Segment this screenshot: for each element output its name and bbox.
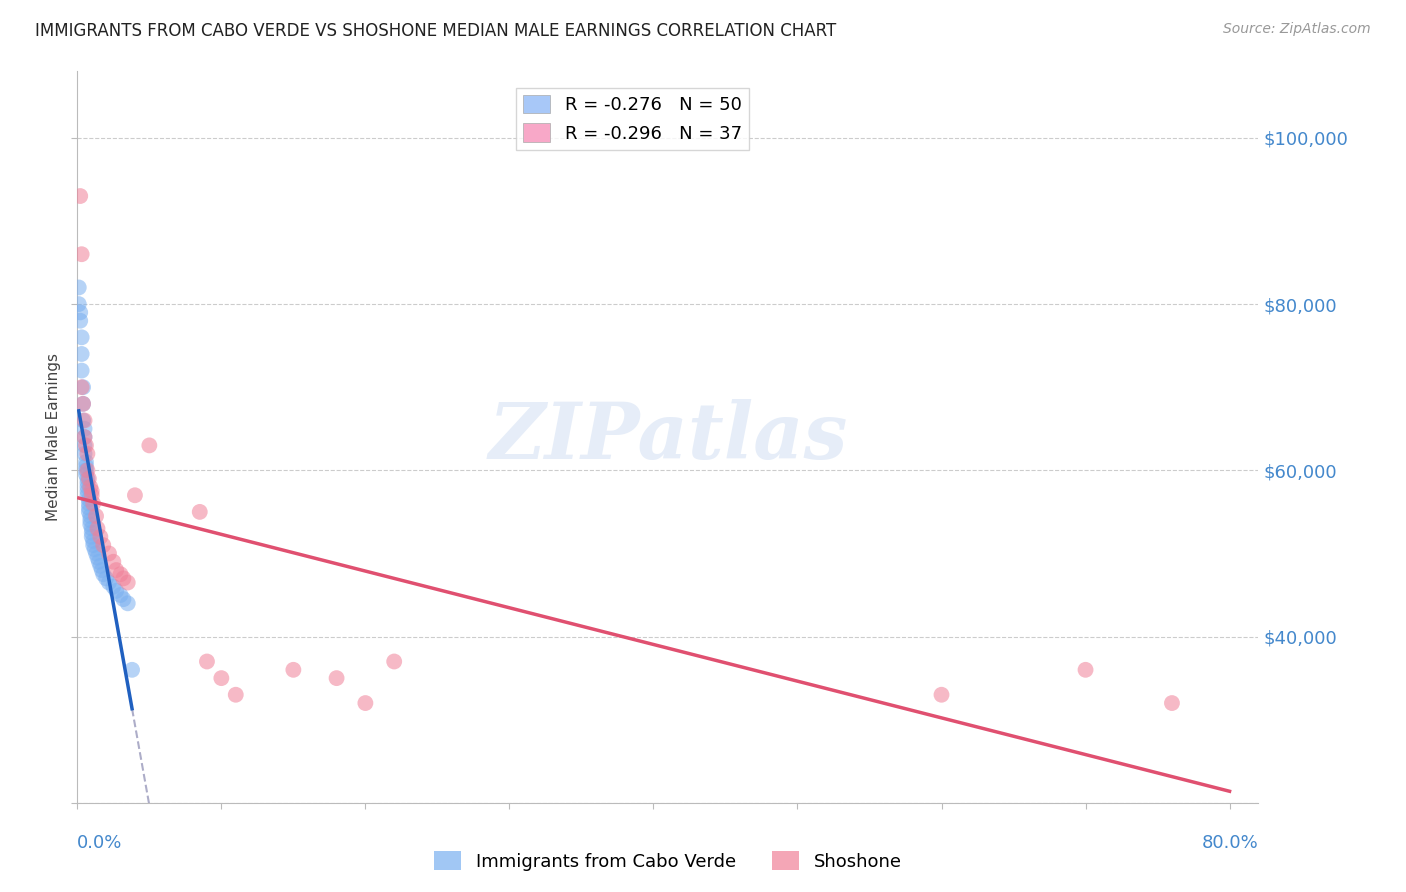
Point [79, 509, 101, 524]
Point [80, 530, 103, 544]
Point [121, 663, 143, 677]
Text: IMMIGRANTS FROM CABO VERDE VS SHOSHONE MEDIAN MALE EARNINGS CORRELATION CHART: IMMIGRANTS FROM CABO VERDE VS SHOSHONE M… [35, 22, 837, 40]
Point [90, 563, 112, 577]
Point [76, 447, 98, 461]
Point [112, 592, 135, 607]
Point [77, 472, 100, 486]
Point [1074, 663, 1097, 677]
Point [69, 189, 91, 203]
Point [80, 484, 103, 499]
Point [75, 459, 97, 474]
Point [931, 688, 953, 702]
Point [76, 472, 98, 486]
Point [69, 305, 91, 319]
Point [77, 505, 100, 519]
Point [75, 455, 97, 469]
Point [94, 571, 117, 585]
Point [73, 438, 96, 452]
Point [70, 380, 93, 394]
Point [110, 588, 132, 602]
Point [188, 505, 211, 519]
Point [72, 397, 94, 411]
Point [1161, 696, 1184, 710]
Point [72, 380, 94, 394]
Point [76, 488, 98, 502]
Point [112, 571, 135, 585]
Point [72, 413, 94, 427]
Point [70, 363, 93, 377]
Legend: Immigrants from Cabo Verde, Shoshone: Immigrants from Cabo Verde, Shoshone [427, 844, 908, 878]
Point [77, 497, 100, 511]
Point [73, 413, 96, 427]
Point [73, 447, 96, 461]
Point [73, 430, 96, 444]
Point [70, 247, 93, 261]
Point [82, 497, 104, 511]
Point [83, 542, 105, 557]
Point [84, 546, 107, 560]
Point [103, 555, 125, 569]
Y-axis label: Median Male Earnings: Median Male Earnings [46, 353, 62, 521]
Point [79, 513, 101, 527]
Point [67, 297, 90, 311]
Point [105, 563, 128, 577]
Point [117, 596, 139, 610]
Point [80, 488, 103, 502]
Point [87, 555, 110, 569]
Point [75, 467, 97, 482]
Point [86, 521, 108, 535]
Point [86, 550, 108, 565]
Point [75, 438, 97, 452]
Point [117, 575, 139, 590]
Point [70, 330, 93, 344]
Point [82, 533, 104, 548]
Point [79, 517, 101, 532]
Point [84, 509, 107, 524]
Point [325, 671, 347, 685]
Point [73, 422, 96, 436]
Point [195, 655, 218, 669]
Text: Source: ZipAtlas.com: Source: ZipAtlas.com [1223, 22, 1371, 37]
Point [354, 696, 377, 710]
Point [72, 397, 94, 411]
Point [77, 492, 100, 507]
Point [75, 463, 97, 477]
Point [138, 438, 160, 452]
Point [103, 580, 125, 594]
Text: ZIPatlas: ZIPatlas [488, 399, 848, 475]
Point [110, 567, 132, 582]
Point [105, 583, 128, 598]
Point [80, 525, 103, 540]
Point [80, 521, 103, 535]
Point [77, 500, 100, 515]
Point [76, 463, 98, 477]
Text: 0.0%: 0.0% [77, 834, 122, 852]
Point [89, 558, 111, 573]
Point [79, 480, 101, 494]
Point [70, 347, 93, 361]
Point [73, 430, 96, 444]
Point [82, 538, 104, 552]
Point [76, 475, 98, 490]
Point [382, 655, 405, 669]
Point [91, 567, 114, 582]
Point [89, 530, 111, 544]
Point [76, 484, 98, 499]
Point [98, 575, 121, 590]
Point [91, 538, 114, 552]
Point [67, 280, 90, 294]
Text: 80.0%: 80.0% [1202, 834, 1258, 852]
Point [69, 314, 91, 328]
Point [283, 663, 305, 677]
Point [124, 488, 146, 502]
Point [225, 688, 247, 702]
Point [76, 480, 98, 494]
Point [209, 671, 232, 685]
Point [98, 546, 121, 560]
